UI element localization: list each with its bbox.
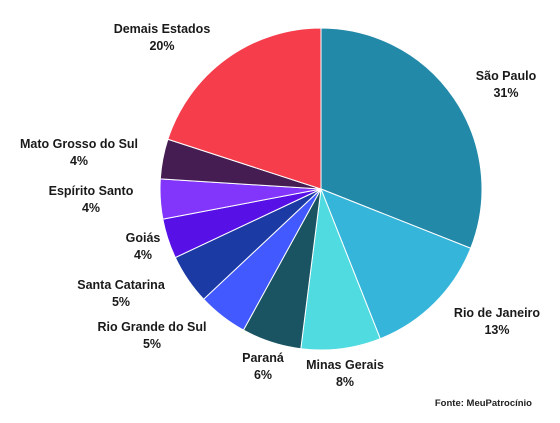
slice-label: Espírito Santo [49,184,134,198]
slice-label: Goiás [126,231,161,245]
slice-label: Mato Grosso do Sul [20,137,138,151]
slice-value-label: 4% [70,154,88,168]
slice-label: Rio Grande do Sul [97,320,206,334]
slice-value-label: 5% [143,337,161,351]
source-note: Fonte: MeuPatrocínio [435,398,532,409]
slice-value-label: 6% [254,368,272,382]
pie-slice-rio-de-janeiro [320,188,472,340]
slice-labels: São Paulo 31% Rio de Janeiro 13% Minas Gerai… [20,22,540,389]
slice-label: Demais Estados [114,22,211,36]
pie-slices [159,27,483,351]
slice-label: Santa Catarina [77,278,166,292]
slice-label: São Paulo [476,69,537,83]
slice-label: Paraná [242,351,284,365]
slice-value-label: 13% [484,323,509,337]
slice-value-label: 20% [149,39,174,53]
slice-value-label: 4% [134,248,152,262]
slice-value-label: 4% [82,201,100,215]
slice-label: Minas Gerais [306,358,384,372]
slice-value-label: 8% [336,375,354,389]
pie-slice-demais-estados [167,27,322,190]
pie-slice-sao-paulo [320,27,483,249]
slice-label: Rio de Janeiro [454,306,540,320]
slice-value-label: 31% [493,86,518,100]
slice-value-label: 5% [112,295,130,309]
